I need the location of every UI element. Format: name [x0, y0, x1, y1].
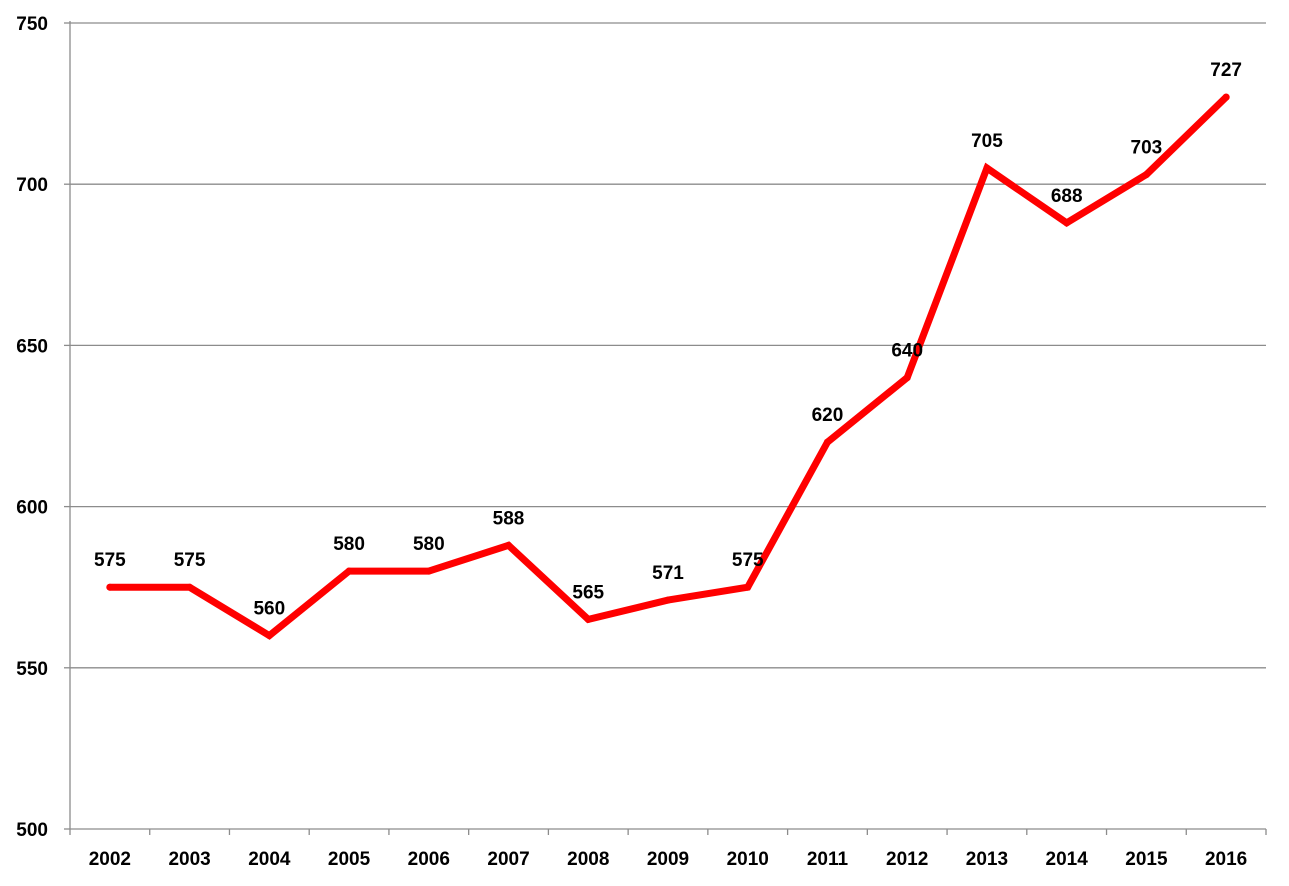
data-label-2002: 575 — [94, 550, 126, 571]
data-point-2015 — [1142, 171, 1150, 179]
data-point-2012 — [903, 374, 911, 382]
data-label-2012: 640 — [891, 341, 923, 362]
data-label-2013: 705 — [971, 131, 1003, 152]
x-tick-label: 2008 — [567, 849, 609, 870]
data-label-2016: 727 — [1210, 60, 1242, 81]
y-tick-label: 550 — [16, 659, 48, 680]
data-labels: 575 575 560 580 580 588 565 571 575 620 640 705 688 7… — [94, 60, 1242, 619]
series-group — [106, 93, 1230, 640]
axes — [64, 21, 1267, 835]
x-tick-label: 2005 — [328, 849, 371, 870]
data-point-2009 — [664, 596, 672, 604]
data-label-2015: 703 — [1131, 138, 1163, 159]
x-tick-label: 2012 — [886, 849, 928, 870]
data-label-2007: 588 — [493, 508, 525, 529]
x-tick-label: 2007 — [487, 849, 529, 870]
data-point-2010 — [744, 583, 752, 591]
data-point-2011 — [823, 438, 831, 446]
x-tick-label: 2006 — [408, 849, 450, 870]
data-point-2006 — [425, 567, 433, 575]
data-label-2008: 565 — [572, 582, 604, 603]
data-point-2002 — [106, 583, 114, 591]
data-point-2014 — [1063, 219, 1071, 227]
y-tick-label: 500 — [16, 820, 48, 841]
data-point-2004 — [265, 632, 273, 640]
x-tick-label: 2011 — [807, 849, 849, 870]
y-axis-tick-labels: 500 550 600 650 700 750 — [16, 14, 48, 841]
y-tick-label: 700 — [16, 175, 48, 196]
data-point-2003 — [186, 583, 194, 591]
x-tick-label: 2013 — [966, 849, 1008, 870]
x-tick-label: 2002 — [89, 849, 131, 870]
data-point-2008 — [584, 615, 592, 623]
data-point-2007 — [505, 541, 513, 549]
x-tick-label: 2004 — [248, 849, 291, 870]
data-label-2011: 620 — [812, 405, 844, 426]
data-label-2006: 580 — [413, 534, 445, 555]
data-label-2014: 688 — [1051, 186, 1083, 207]
data-label-2009: 571 — [652, 563, 684, 584]
x-tick-label: 2015 — [1125, 849, 1168, 870]
x-tick-label: 2009 — [647, 849, 689, 870]
x-tick-label: 2014 — [1046, 849, 1089, 870]
y-tick-label: 650 — [16, 336, 48, 357]
y-tick-label: 750 — [16, 14, 48, 35]
series-line — [106, 93, 1230, 640]
data-label-2005: 580 — [333, 534, 365, 555]
y-tick-label: 600 — [16, 498, 48, 519]
data-label-2003: 575 — [174, 550, 206, 571]
data-point-2016 — [1222, 93, 1230, 101]
x-tick-label: 2016 — [1205, 849, 1247, 870]
data-label-2004: 560 — [253, 599, 285, 620]
x-tick-label: 2010 — [727, 849, 769, 870]
x-axis-tick-labels: 2002 2003 2004 2005 2006 2007 2008 2009 2010 2011… — [89, 849, 1248, 870]
data-label-2010: 575 — [732, 550, 764, 571]
data-point-2013 — [983, 164, 991, 172]
data-point-2005 — [345, 567, 353, 575]
gridlines — [70, 22, 1266, 669]
x-tick-label: 2003 — [168, 849, 210, 870]
